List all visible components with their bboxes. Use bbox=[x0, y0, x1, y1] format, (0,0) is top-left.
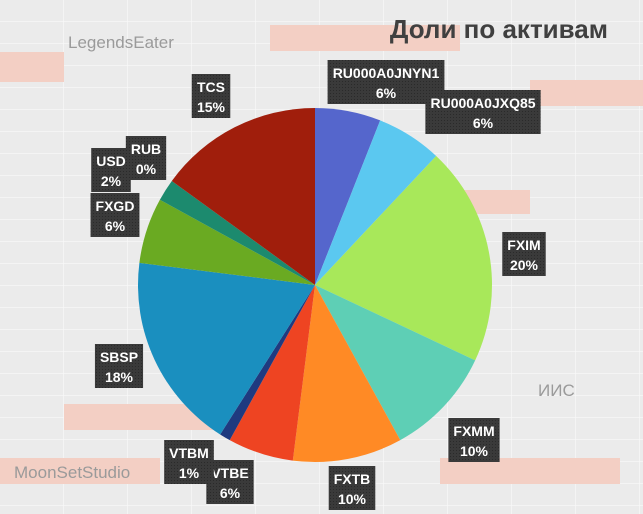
label-value: 10% bbox=[460, 443, 489, 459]
label-value: 15% bbox=[197, 99, 226, 115]
data-label: SBSP 18% bbox=[94, 344, 144, 388]
label-box bbox=[90, 193, 140, 237]
pie-slice bbox=[171, 108, 315, 285]
label-box bbox=[206, 460, 254, 504]
label-box bbox=[502, 232, 546, 276]
pie-slice bbox=[315, 108, 381, 285]
data-label: FXTB 10% bbox=[328, 466, 376, 510]
pie-slice bbox=[315, 120, 437, 285]
data-label: VTBM 1% bbox=[164, 440, 214, 484]
label-box bbox=[94, 344, 144, 388]
pie bbox=[138, 108, 492, 462]
label-box bbox=[125, 136, 167, 180]
label-box bbox=[425, 90, 541, 134]
data-label: RU000A0JNYN1 6% bbox=[327, 60, 445, 104]
data-label: RUB 0% bbox=[125, 136, 167, 180]
label-category: FXMM bbox=[453, 423, 494, 439]
watermark: ИИС bbox=[538, 381, 575, 400]
watermark: LegendsEater bbox=[68, 33, 174, 52]
label-category: FXIM bbox=[507, 237, 540, 253]
label-category: FXTB bbox=[334, 471, 371, 487]
label-category: RU000A0JXQ85 bbox=[430, 95, 535, 111]
label-box bbox=[328, 466, 376, 510]
label-value: 6% bbox=[220, 485, 241, 501]
label-box bbox=[327, 60, 445, 104]
pie-slice bbox=[229, 285, 315, 461]
label-category: VTBE bbox=[211, 465, 248, 481]
label-value: 18% bbox=[105, 369, 134, 385]
label-category: RUB bbox=[131, 141, 161, 157]
pie-slice bbox=[315, 285, 476, 441]
label-value: 6% bbox=[105, 218, 126, 234]
data-labels: RU000A0JNYN1 6% RU000A0JXQ85 6% FXIM 20% FXMM 1… bbox=[90, 60, 546, 510]
data-label: FXIM 20% bbox=[502, 232, 546, 276]
label-category: TCS bbox=[197, 79, 225, 95]
chart-title: Доли по активам bbox=[390, 14, 608, 44]
data-label: RU000A0JXQ85 6% bbox=[425, 90, 541, 134]
label-value: 20% bbox=[510, 257, 539, 273]
label-category: VTBM bbox=[169, 445, 209, 461]
watermark: MoonSetStudio bbox=[14, 463, 130, 482]
pie-slice bbox=[292, 285, 401, 462]
data-label: VTBE 6% bbox=[206, 460, 254, 504]
label-category: RU000A0JNYN1 bbox=[333, 65, 440, 81]
label-category: USD bbox=[96, 153, 126, 169]
label-box bbox=[164, 440, 214, 484]
data-label: FXGD 6% bbox=[90, 193, 140, 237]
label-value: 6% bbox=[473, 115, 494, 131]
pie-slice bbox=[220, 285, 315, 441]
label-box bbox=[191, 74, 231, 118]
label-category: FXGD bbox=[96, 198, 135, 214]
pie-slice bbox=[138, 262, 315, 435]
data-label: TCS 15% bbox=[191, 74, 231, 118]
label-value: 2% bbox=[101, 173, 122, 189]
label-value: 1% bbox=[179, 465, 200, 481]
label-category: SBSP bbox=[100, 349, 138, 365]
pie-slice bbox=[139, 199, 315, 285]
label-value: 0% bbox=[136, 161, 157, 177]
label-box bbox=[91, 148, 131, 192]
pie-slice bbox=[315, 155, 492, 361]
label-box bbox=[448, 418, 500, 462]
pie-slice bbox=[159, 180, 315, 285]
label-value: 10% bbox=[338, 491, 367, 507]
data-label: FXMM 10% bbox=[448, 418, 500, 462]
label-value: 6% bbox=[376, 85, 397, 101]
data-label: USD 2% bbox=[91, 148, 131, 192]
